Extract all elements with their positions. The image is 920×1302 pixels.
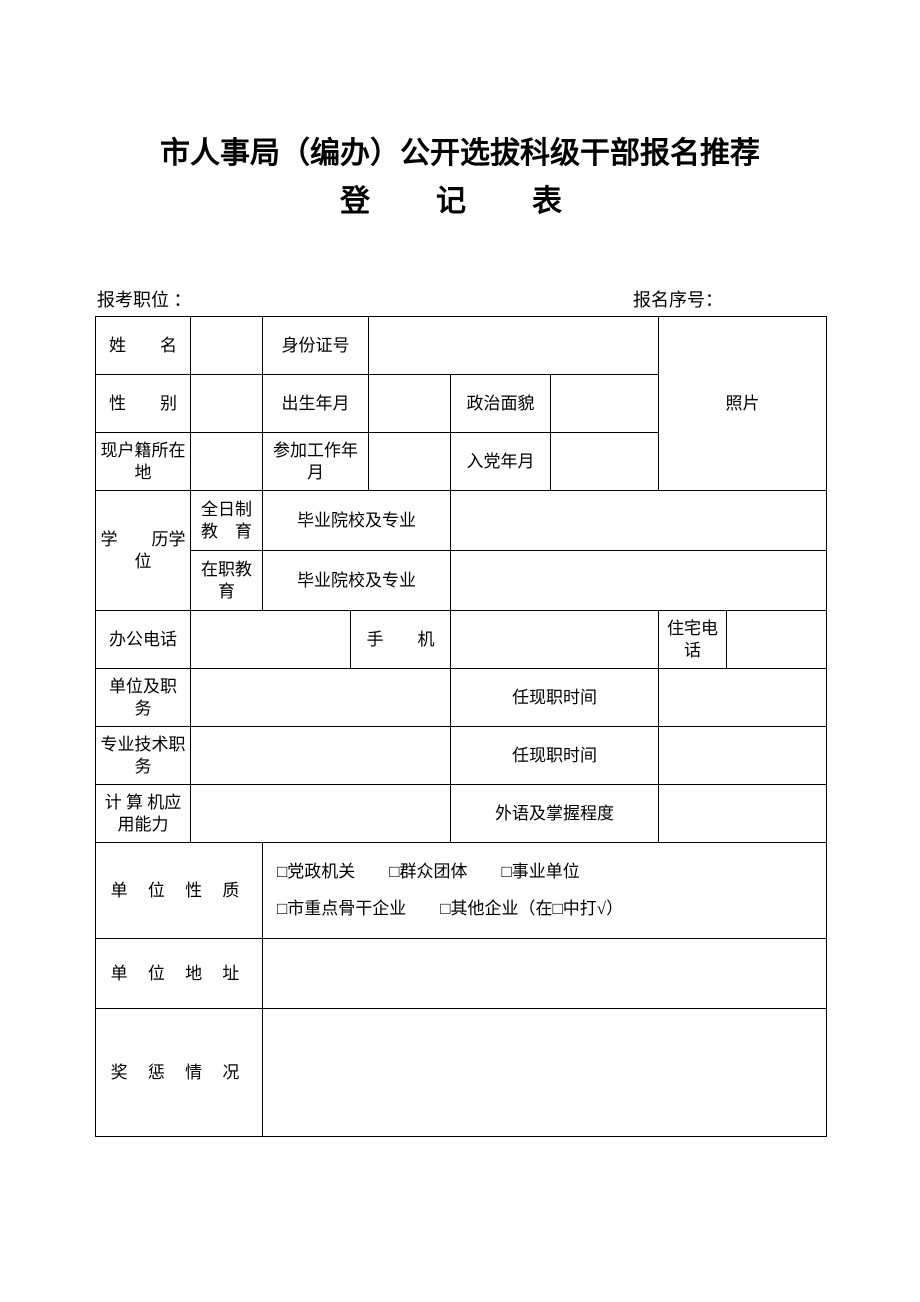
input-protitle[interactable] — [191, 727, 451, 785]
input-residence[interactable] — [191, 433, 263, 491]
input-unitaddr[interactable] — [263, 938, 827, 1008]
input-lang[interactable] — [659, 785, 827, 843]
label-officetel: 办公电话 — [96, 611, 191, 669]
input-curtime2[interactable] — [659, 727, 827, 785]
label-school2: 毕业院校及专业 — [263, 551, 451, 611]
input-mobile[interactable] — [451, 611, 659, 669]
title-line2: 登 记 表 — [95, 178, 825, 226]
input-computer[interactable] — [191, 785, 451, 843]
input-idno[interactable] — [369, 317, 659, 375]
input-school1[interactable] — [451, 491, 827, 551]
title-line1: 市人事局（编办）公开选拔科级干部报名推荐 — [95, 130, 825, 178]
input-school2[interactable] — [451, 551, 827, 611]
photo-box: 照片 — [659, 317, 827, 491]
input-workstart[interactable] — [369, 433, 451, 491]
label-name: 姓 名 — [96, 317, 191, 375]
label-unitpost: 单位及职 务 — [96, 669, 191, 727]
input-gender[interactable] — [191, 375, 263, 433]
input-political[interactable] — [551, 375, 659, 433]
input-partydate[interactable] — [551, 433, 659, 491]
choices-line2: □市重点骨干企业 □其他企业（在□中打√） — [277, 890, 812, 927]
input-name[interactable] — [191, 317, 263, 375]
label-curtime2: 任现职时间 — [451, 727, 659, 785]
label-unitaddr: 单 位 地 址 — [96, 938, 263, 1008]
label-curtime1: 任现职时间 — [451, 669, 659, 727]
input-birth[interactable] — [369, 375, 451, 433]
label-political: 政治面貌 — [451, 375, 551, 433]
label-onjob: 在职教育 — [191, 551, 263, 611]
header-row: 报考职位 ： 报名序号： — [95, 286, 825, 312]
label-protitle: 专业技术职务 — [96, 727, 191, 785]
position-label: 报考职位 ： — [97, 286, 192, 312]
label-lang: 外语及掌握程度 — [451, 785, 659, 843]
input-curtime1[interactable] — [659, 669, 827, 727]
label-edu: 学 历学 位 — [96, 491, 191, 611]
unit-nature-choices[interactable]: □党政机关 □群众团体 □事业单位 □市重点骨干企业 □其他企业（在□中打√） — [263, 843, 827, 939]
form-table: 姓 名 身份证号 照片 性 别 出生年月 政治面貌 现户籍所在地 参加工作年 月… — [95, 316, 827, 1137]
label-mobile: 手 机 — [351, 611, 451, 669]
label-unitnature: 单 位 性 质 — [96, 843, 263, 939]
label-gender: 性 别 — [96, 375, 191, 433]
label-partydate: 入党年月 — [451, 433, 551, 491]
input-rewards[interactable] — [263, 1008, 827, 1136]
choices-line1: □党政机关 □群众团体 □事业单位 — [277, 853, 812, 890]
label-school1: 毕业院校及专业 — [263, 491, 451, 551]
input-officetel[interactable] — [191, 611, 351, 669]
document-title: 市人事局（编办）公开选拔科级干部报名推荐 登 记 表 — [95, 130, 825, 226]
label-computer: 计 算 机应用能力 — [96, 785, 191, 843]
label-fulltime: 全日制教 育 — [191, 491, 263, 551]
label-birth: 出生年月 — [263, 375, 369, 433]
serial-label: 报名序号： — [633, 286, 723, 312]
label-workstart: 参加工作年 月 — [263, 433, 369, 491]
input-unitpost[interactable] — [191, 669, 451, 727]
label-rewards: 奖 惩 情 况 — [96, 1008, 263, 1136]
label-idno: 身份证号 — [263, 317, 369, 375]
input-hometel[interactable] — [727, 611, 827, 669]
label-hometel: 住宅电话 — [659, 611, 727, 669]
label-residence: 现户籍所在地 — [96, 433, 191, 491]
